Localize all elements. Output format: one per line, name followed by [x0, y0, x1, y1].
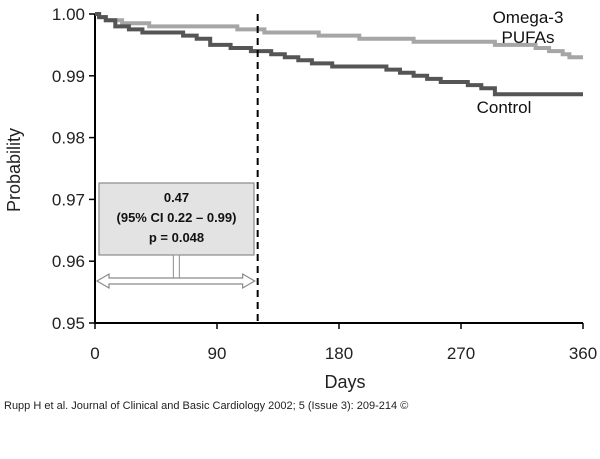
control-series-label: Control — [477, 98, 532, 117]
km-chart: 0.95 0.96 0.97 0.98 0.99 1.00 0 90 180 270 360 Omeg… — [4, 5, 597, 392]
annotation-connector — [172, 254, 180, 279]
x-tick-label: 0 — [90, 344, 99, 363]
annotation-box — [98, 182, 255, 256]
control-series-line — [95, 12, 583, 97]
annotation-text: (95% CI 0.22 – 0.99) — [117, 210, 237, 225]
y-tick-label: 1.00 — [52, 5, 85, 24]
y-tick-label: 0.95 — [52, 314, 85, 333]
x-tick-label: 270 — [447, 344, 475, 363]
y-tick-label: 0.97 — [52, 190, 85, 209]
y-tick-label: 0.98 — [52, 129, 85, 148]
x-tick-label: 90 — [208, 344, 227, 363]
y-tick-label: 0.96 — [52, 252, 85, 271]
range-double-arrow — [95, 272, 256, 290]
omega3-series-label: Omega-3 — [493, 8, 564, 27]
citation: Rupp H et al. Journal of Clinical and Ba… — [4, 400, 409, 412]
y-axis-title: Probability — [4, 128, 24, 212]
x-tick-label: 180 — [325, 344, 353, 363]
omega3-series-label: PUFAs — [502, 28, 555, 47]
plot-area: 0.95 0.96 0.97 0.98 0.99 1.00 0 90 180 270 360 Omeg… — [52, 5, 597, 363]
annotation-text: p = 0.048 — [149, 230, 204, 245]
x-axis-title: Days — [324, 372, 365, 392]
omega3-series-line — [95, 12, 583, 60]
x-tick-label: 360 — [569, 344, 597, 363]
y-tick-label: 0.99 — [52, 67, 85, 86]
annotation-text: 0.47 — [164, 190, 189, 205]
